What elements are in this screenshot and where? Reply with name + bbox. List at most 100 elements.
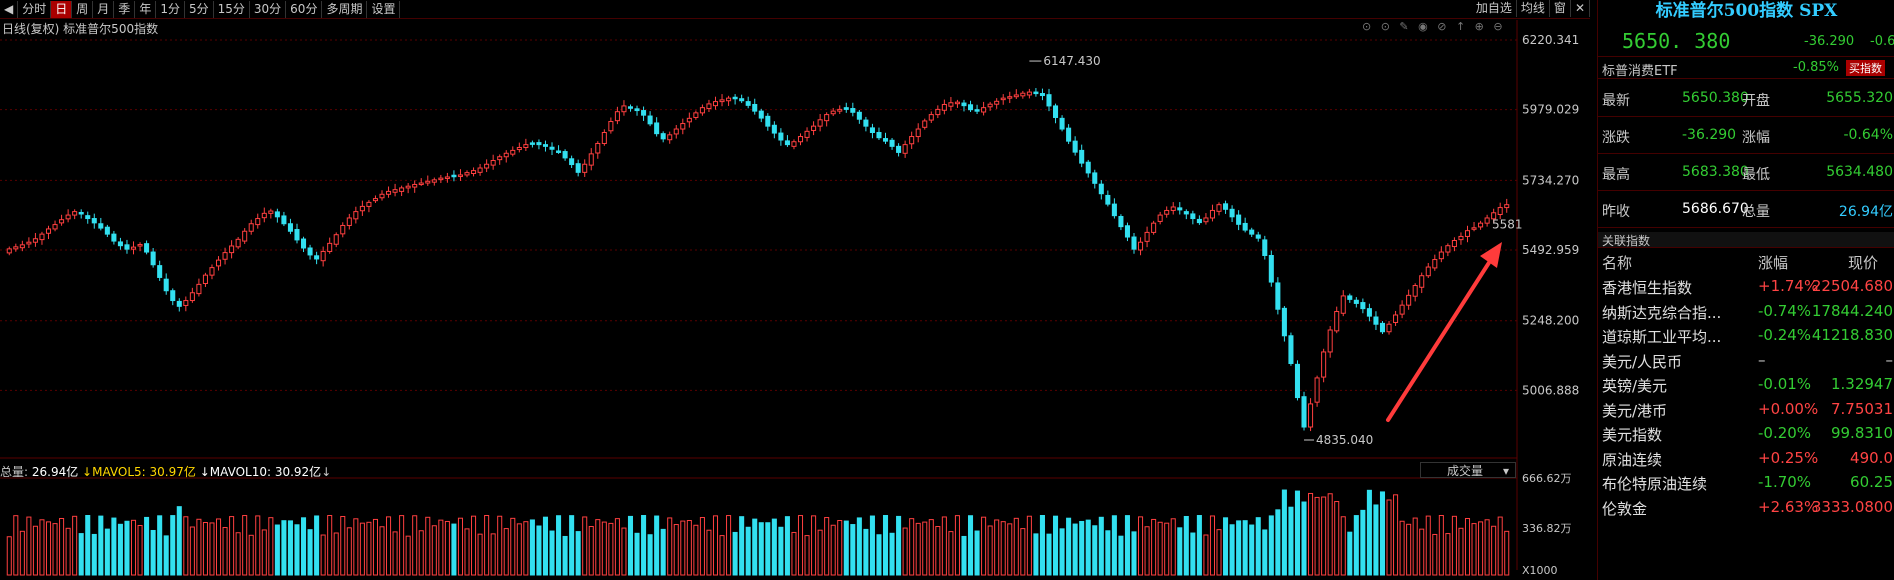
period-tab-6[interactable]: 年 (135, 0, 157, 18)
candle-body (189, 292, 195, 302)
candle-body (307, 247, 313, 256)
period-tab-12[interactable]: 多周期 (322, 0, 368, 18)
volume-bar (91, 533, 97, 576)
toolbar-action-2[interactable]: 窗 (1550, 0, 1571, 17)
volume-bar (686, 519, 692, 576)
period-tab-2[interactable]: 日 (51, 0, 73, 18)
related-row[interactable]: 美元/港币 +0.00% 7.75031 (1598, 398, 1894, 422)
related-row[interactable]: 香港恒生指数 +1.74% 22504.680 (1598, 275, 1894, 299)
candlestick-chart[interactable]: 6220.341 5979.029 5734.270 5492.959 5248.200… (0, 0, 1597, 580)
volume-bar (1118, 535, 1124, 576)
volume-bar (1229, 524, 1235, 576)
candle-body (1059, 117, 1065, 130)
candle-body (909, 136, 915, 145)
candle-body (1268, 255, 1274, 283)
volume-bar (1196, 515, 1202, 576)
volume-bar (922, 521, 928, 576)
volume-bar (333, 532, 339, 576)
related-row[interactable]: 道琼斯工业平均... -0.24% 41218.830 (1598, 324, 1894, 348)
volume-bar (1033, 533, 1039, 576)
candle-body (1229, 208, 1235, 218)
volume-bar (882, 515, 889, 576)
related-row[interactable]: 美元/人民币 – – (1598, 349, 1894, 373)
volume-bar (693, 524, 699, 576)
period-tab-5[interactable]: 季 (114, 0, 136, 18)
period-tab-1[interactable]: 分时 (18, 0, 52, 18)
related-name: 道琼斯工业平均... (1602, 328, 1722, 346)
related-row[interactable]: 布伦特原油连续 -1.70% 60.25 (1598, 471, 1894, 495)
candle-body (1046, 94, 1052, 107)
period-tab-13[interactable]: 设置 (367, 0, 401, 18)
volume-bar (784, 516, 790, 576)
candle-body (896, 145, 902, 153)
candle-body (477, 167, 483, 173)
toolbar-action-0[interactable]: 加自选 (1472, 0, 1517, 17)
chart-tool-icons[interactable]: ⊙ ⊙ ✎ ◉ ⊘ ↑ ⊕ ⊖ (1362, 20, 1506, 33)
candle-body (65, 214, 71, 220)
candle-body (1451, 239, 1457, 248)
volume-bar (601, 521, 607, 576)
period-tab-0[interactable]: ◀ (0, 0, 19, 18)
volume-bar (1209, 515, 1215, 576)
stat-label: 涨幅 (1742, 130, 1770, 146)
volume-bar (497, 515, 503, 576)
related-etf-row[interactable]: 标普消费ETF -0.85% 买指数 (1598, 58, 1894, 79)
related-row[interactable]: 纳斯达克综合指... -0.74% 17844.240 (1598, 300, 1894, 324)
related-row[interactable]: 原油连续 +0.25% 490.0 (1598, 447, 1894, 471)
candle-body (1281, 307, 1287, 337)
candle-body (503, 152, 509, 158)
period-tab-3[interactable]: 周 (72, 0, 94, 18)
volume-bar (215, 518, 222, 576)
candle-body (726, 97, 732, 102)
volume-bar (556, 515, 562, 576)
related-price: 490.0 (1850, 448, 1893, 467)
volume-bar (1203, 534, 1209, 576)
volume-bar (353, 518, 359, 576)
candle-body (1085, 161, 1091, 174)
candle-body (1379, 322, 1386, 333)
volume-bar (542, 516, 549, 576)
y-tick-label: 5006.888 (1522, 383, 1579, 397)
volume-bar (229, 516, 235, 576)
related-name: 美元/港币 (1602, 401, 1668, 420)
volume-bar (104, 528, 110, 576)
candle-body (1039, 93, 1045, 97)
stat-value: 5634.480 (1826, 164, 1893, 180)
period-tab-11[interactable]: 60分 (286, 0, 323, 18)
volume-bar (876, 534, 882, 576)
toolbar-action-1[interactable]: 均线 (1517, 0, 1550, 17)
volume-bar (111, 517, 117, 576)
candle-body (752, 103, 758, 112)
trend-arrow-head (1480, 242, 1502, 268)
toolbar-action-3[interactable]: ✕ (1571, 0, 1590, 17)
volume-bar (32, 525, 38, 576)
volume-indicator-dropdown[interactable]: 成交量 ▾ (1420, 462, 1516, 478)
period-tab-4[interactable]: 月 (93, 0, 115, 18)
volume-bar (19, 530, 25, 576)
volume-bar (274, 524, 280, 576)
candle-body (268, 210, 274, 214)
period-tab-9[interactable]: 15分 (214, 0, 250, 18)
candle-body (52, 224, 58, 230)
related-row[interactable]: 美元指数 -0.20% 99.8310 (1598, 422, 1894, 446)
candle-body (1007, 96, 1013, 99)
candle-body (1425, 266, 1431, 277)
period-tab-10[interactable]: 30分 (250, 0, 287, 18)
related-columns: 名称 涨幅 现价 (1598, 250, 1894, 272)
volume-bar (471, 515, 477, 576)
related-row[interactable]: 英镑/美元 -0.01% 1.32947 (1598, 373, 1894, 397)
related-row[interactable]: 伦敦金 +2.63% 3333.0800 (1598, 496, 1894, 520)
candle-body (1183, 211, 1189, 215)
period-tab-8[interactable]: 5分 (185, 0, 214, 18)
candle-body (438, 177, 444, 181)
candle-body (830, 110, 836, 115)
buy-index-button[interactable]: 买指数 (1846, 60, 1885, 76)
candle-body (1098, 183, 1104, 195)
candle-body (987, 103, 993, 108)
volume-bar (660, 528, 666, 576)
volume-bar (1353, 515, 1359, 576)
volume-bar (1504, 530, 1510, 576)
related-pct: +2.63% (1758, 497, 1819, 516)
period-tab-7[interactable]: 1分 (156, 0, 185, 18)
volume-bar (837, 520, 843, 576)
